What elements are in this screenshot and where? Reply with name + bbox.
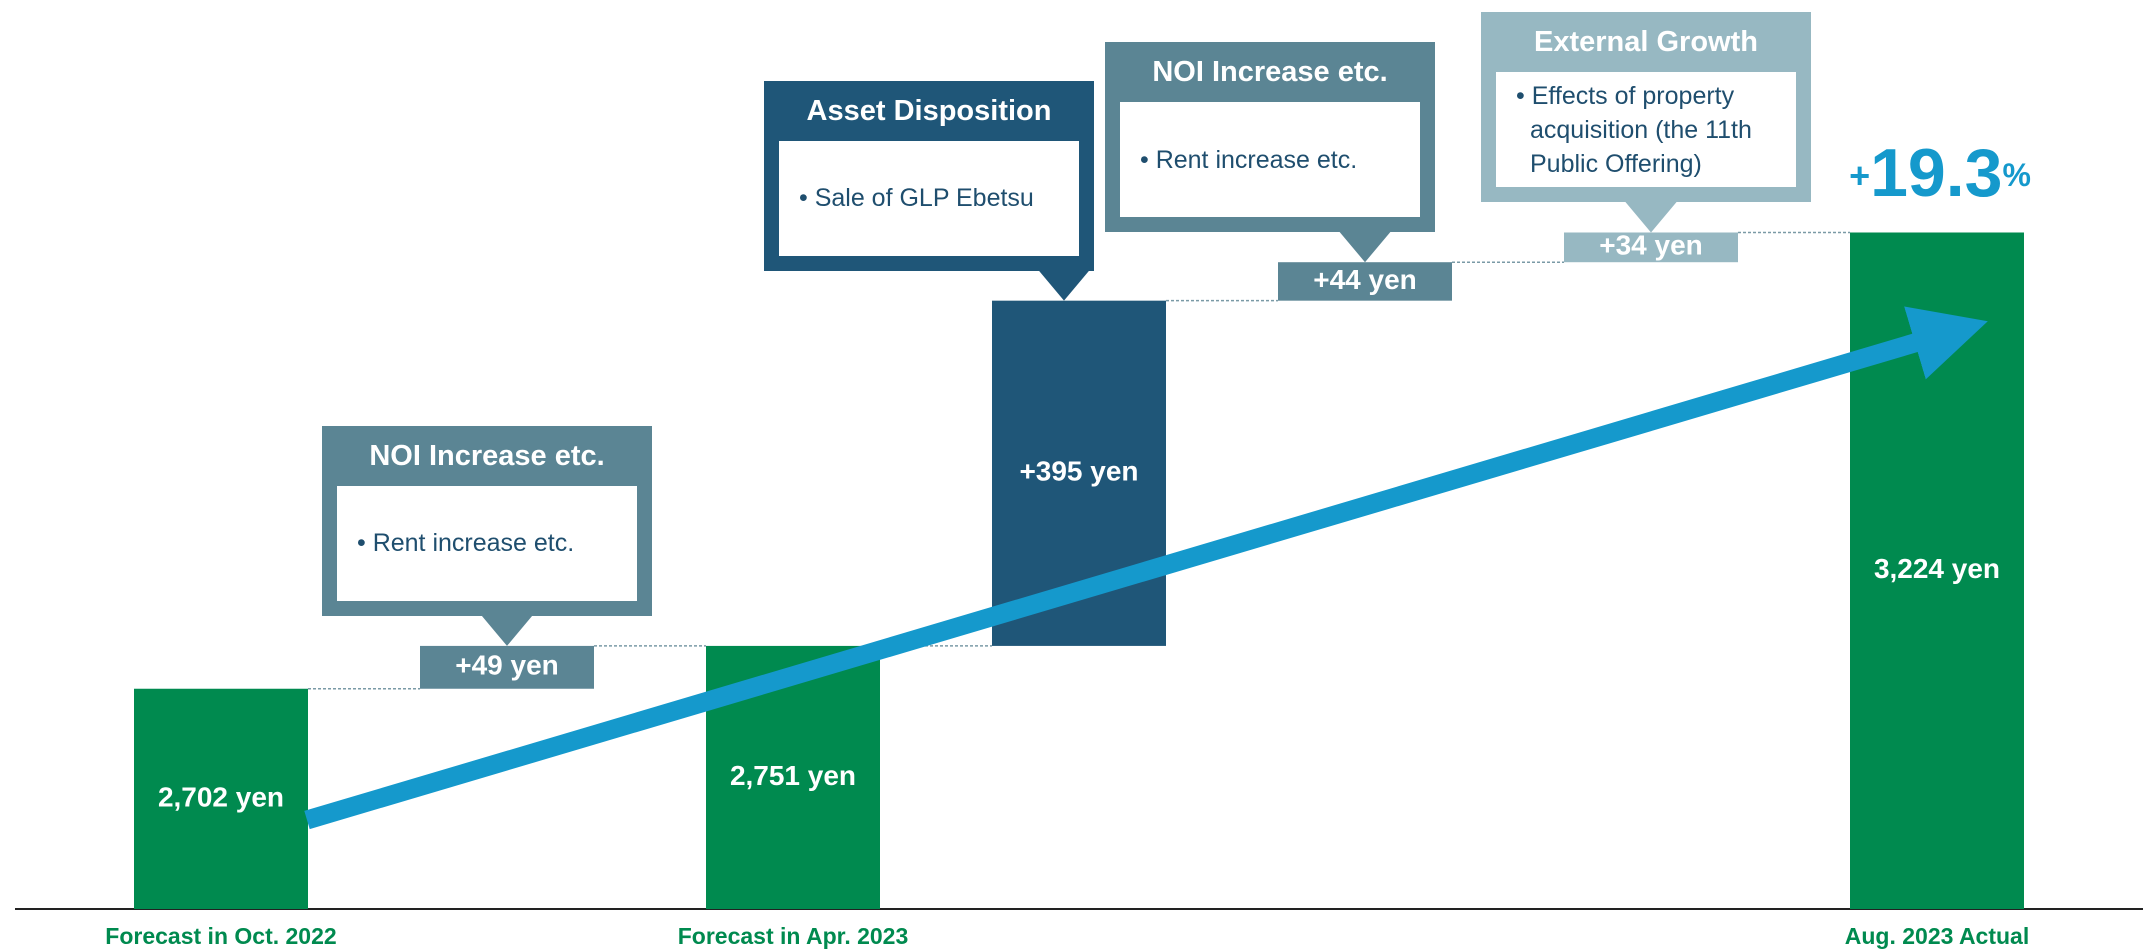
callout: NOI Increase etc. • Rent increase etc.: [322, 425, 652, 616]
trend-arrow: [304, 306, 1988, 830]
callout-text: • Rent increase etc.: [1120, 102, 1420, 218]
growth-sign: +: [1849, 155, 1870, 196]
callout-title: NOI Increase etc.: [369, 439, 605, 472]
growth-value: 19.3: [1870, 135, 2002, 211]
callout-text: • Effects of property acquisition (the 1…: [1496, 72, 1796, 188]
callout-pointer: [1038, 269, 1090, 301]
callout-text: • Rent increase etc.: [337, 485, 637, 601]
callout: External Growth • Effects of property acq…: [1481, 12, 1811, 203]
bar: [134, 688, 308, 909]
growth-unit: %: [2002, 157, 2030, 193]
value-label: +49 yen: [455, 650, 559, 681]
value-label: 2,702 yen: [158, 781, 284, 812]
callout-text: • Sale of GLP Ebetsu: [779, 140, 1079, 256]
value-label: 2,751 yen: [730, 760, 856, 791]
callout-pointer: [1625, 201, 1677, 233]
callout: NOI Increase etc. • Rent increase etc.: [1105, 42, 1435, 233]
callout-pointer: [1339, 231, 1391, 263]
callout-title: NOI Increase etc.: [1152, 56, 1388, 89]
bar: [420, 645, 594, 689]
value-label: 3,224 yen: [1874, 553, 2000, 584]
x-tick-label: Forecast in Apr. 2023: [678, 923, 909, 949]
callout: Asset Disposition • Sale of GLP Ebetsu: [764, 80, 1094, 271]
callout-pointer: [481, 614, 533, 646]
callout-title: External Growth: [1534, 26, 1758, 59]
x-tick-label: Aug. 2023 Actual: [1845, 923, 2029, 949]
bar: [1278, 262, 1452, 301]
growth-label: +19.3%: [1849, 135, 2031, 211]
callout-title: Asset Disposition: [806, 94, 1052, 127]
value-label: +34 yen: [1599, 230, 1703, 261]
x-tick-label: Forecast in Oct. 2022: [105, 923, 336, 949]
value-label: +44 yen: [1313, 264, 1417, 295]
bar: [1564, 232, 1738, 263]
value-label: +395 yen: [1019, 456, 1138, 487]
